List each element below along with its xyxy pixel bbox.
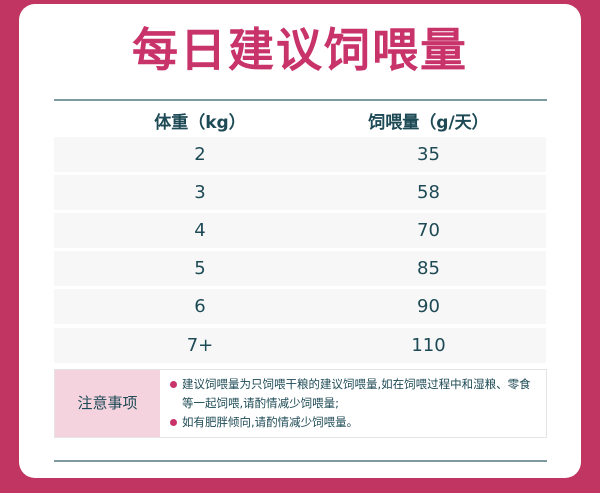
bullet-icon (170, 419, 177, 426)
note-item: 如有肥胖倾向,请酌情减少饲喂量。 (170, 413, 540, 432)
header-amount: 饲喂量（g/天） (368, 113, 489, 133)
weight-cell: 3 (194, 182, 206, 203)
notes-label: 注意事项 (55, 370, 160, 437)
amount-cell: 70 (417, 220, 440, 241)
table-row: 4 70 (54, 213, 546, 248)
note-text: 建议饲喂量为只饲喂干粮的建议饲喂量,如在饲喂过程中和湿粮、零食等一起饲喂,请酌情… (182, 377, 531, 410)
weight-cell: 7+ (186, 335, 214, 356)
notes-list: 建议饲喂量为只饲喂干粮的建议饲喂量,如在饲喂过程中和湿粮、零食等一起饲喂,请酌情… (170, 375, 540, 432)
amount-cell: 85 (417, 258, 440, 279)
table-row: 3 58 (54, 175, 546, 210)
weight-cell: 4 (194, 220, 206, 241)
weight-cell: 2 (194, 144, 206, 165)
feeding-card: 每日建议饲喂量 体重（kg） 饲喂量（g/天） 2 35 3 58 4 70 5 85 … (19, 4, 581, 478)
weight-cell: 6 (194, 296, 206, 317)
table-row: 7+ 110 (54, 328, 546, 363)
notes-box: 注意事项 建议饲喂量为只饲喂干粮的建议饲喂量,如在饲喂过程中和湿粮、零食等一起饲… (54, 369, 547, 438)
amount-cell: 90 (417, 296, 440, 317)
amount-cell: 35 (417, 144, 440, 165)
divider-bottom (54, 460, 547, 462)
note-item: 建议饲喂量为只饲喂干粮的建议饲喂量,如在饲喂过程中和湿粮、零食等一起饲喂,请酌情… (170, 375, 540, 413)
divider-top (54, 99, 547, 101)
page-title: 每日建议饲喂量 (132, 23, 468, 77)
amount-cell: 58 (417, 182, 440, 203)
bullet-icon (170, 381, 177, 388)
note-text: 如有肥胖倾向,请酌情减少饲喂量。 (182, 415, 359, 429)
amount-cell: 110 (411, 335, 446, 356)
table-row: 6 90 (54, 289, 546, 324)
table-row: 2 35 (54, 137, 546, 172)
weight-cell: 5 (194, 258, 206, 279)
header-weight: 体重（kg） (154, 113, 246, 133)
table-header: 体重（kg） 饲喂量（g/天） (54, 108, 547, 134)
table-row: 5 85 (54, 251, 546, 286)
